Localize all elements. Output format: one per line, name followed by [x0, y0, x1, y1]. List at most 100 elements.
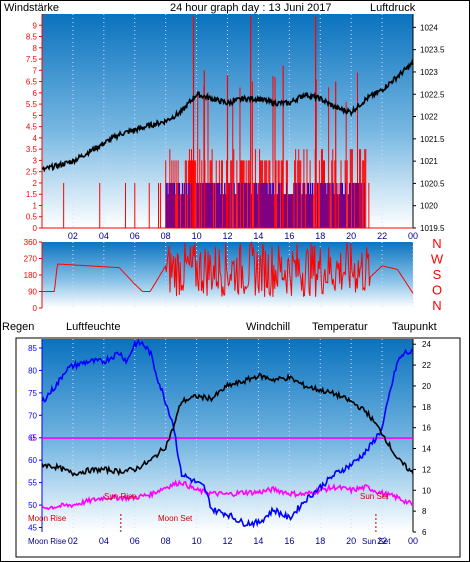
wind-y-tick-label: 5 [33, 111, 38, 120]
wind-x-tick-label: 06 [130, 231, 140, 241]
sun-set-annotation: Sun Set [360, 492, 389, 501]
wind-y-tick-label: 4 [33, 134, 38, 143]
temp-x-tick-label: 14 [253, 536, 263, 546]
pressure-y-tick-label: 1019.5 [420, 224, 445, 233]
wind-x-tick-label: 08 [161, 231, 171, 241]
temp-x-tick-label: 02 [68, 536, 78, 546]
temp-humidity-series [41, 338, 414, 529]
pressure-y-tick-label: 1022.5 [420, 90, 445, 99]
luftfeuchte-label: Luftfeuchte [66, 321, 120, 333]
temperature-y-tick-label: 8 [422, 507, 427, 516]
wind-y-tick-label: 8 [33, 44, 38, 53]
temp-x-tick-label: 10 [192, 536, 202, 546]
temp-x-tick-label: 22 [377, 536, 387, 546]
compass-label: N [432, 236, 441, 251]
temp-humidity-frame [15, 337, 461, 558]
direction-series [42, 240, 414, 298]
wind-x-tick-label: 22 [377, 231, 387, 241]
sun-rise-annotation: Sun Rise [104, 492, 137, 501]
luftdruck-label: Luftdruck [370, 2, 416, 14]
direction-y-tick-label: 90 [28, 288, 37, 297]
wind-x-ticks: 02 04 06 08 10 12 14 16 18 20 22 00 [68, 231, 418, 241]
wind-y-tick-label: 2.5 [26, 168, 38, 177]
temperature-line [41, 372, 414, 477]
moon-rise-axis-label: Moon Rise [28, 537, 67, 546]
humidity-y-tick-label: 70 [28, 411, 37, 420]
humidity-y-tick-label: 45 [28, 524, 37, 533]
temp-x-tick-label: 08 [161, 536, 171, 546]
wind-y-tick-label: 6 [33, 89, 38, 98]
wind-y-tick-label: 0 [33, 224, 38, 233]
temp-x-tick-label: 16 [284, 536, 294, 546]
wind-y-tick-label: 4.5 [26, 123, 38, 132]
sun-set-axis-label: Sun Set [362, 537, 391, 546]
humidity-y-tick-label: 80 [28, 366, 37, 375]
pressure-y-tick-label: 1023.5 [420, 46, 445, 55]
wind-y-tick-label: 3 [33, 156, 38, 165]
temperature-y-tick-label: 18 [422, 403, 431, 412]
wind-y-tick-label: 2 [33, 179, 38, 188]
humidity-y-tick-label: 50 [28, 501, 37, 510]
taupunkt-label: Taupunkt [392, 321, 437, 333]
regen-zero-label: 0 [30, 433, 35, 443]
temperature-y-tick-label: 16 [422, 424, 431, 433]
wind-x-tick-label: 00 [408, 231, 418, 241]
wind-x-tick-label: 16 [284, 231, 294, 241]
temperatur-label: Temperatur [312, 321, 368, 333]
temp-x-tick-label: 18 [315, 536, 325, 546]
temp-x-tick-label: 00 [408, 536, 418, 546]
temp-x-tick-label: 12 [222, 536, 232, 546]
temp-x-tick-label: 06 [130, 536, 140, 546]
humidity-y-tick-label: 85 [28, 344, 37, 353]
compass-label: N [432, 298, 441, 313]
temp-x-tick-label: 04 [99, 536, 109, 546]
pressure-y-tick-label: 1021 [420, 157, 438, 166]
temperature-y-tick-label: 20 [422, 382, 431, 391]
moon-rise-annotation: Moon Rise [28, 514, 67, 523]
temp-x-ticks: 02 04 06 08 10 12 14 16 18 20 22 00 [68, 536, 418, 546]
wind-y-tick-label: 7.5 [26, 55, 38, 64]
compass-label: W [431, 252, 444, 267]
temperature-y-tick-label: 24 [422, 340, 431, 349]
wind-y-tick-label: 5.5 [26, 100, 38, 109]
humidity-y-ticks: 45 50 55 60 65 70 75 80 85 [28, 344, 42, 533]
windstaerke-label: Windstärke [4, 2, 59, 14]
pressure-y-tick-label: 1020.5 [420, 179, 445, 188]
pressure-y-tick-label: 1024 [420, 23, 438, 32]
wind-x-tick-label: 10 [192, 231, 202, 241]
wind-y-tick-label: 1.5 [26, 190, 38, 199]
direction-y-tick-label: 0 [33, 304, 38, 313]
wind-x-tick-label: 12 [222, 231, 232, 241]
wind-x-tick-label: 14 [253, 231, 263, 241]
pressure-y-tick-label: 1021.5 [420, 135, 445, 144]
wind-pressure-panel: 0 0.5 1 1.5 2 2.5 3 3.5 4 4.5 5 5.5 6 6.5 7 7.5 8 8.5 9 10… [26, 14, 445, 241]
temp-humidity-grid: 0 [30, 339, 414, 532]
wind-x-tick-label: 20 [346, 231, 356, 241]
pressure-y-tick-label: 1020 [420, 202, 438, 211]
temperature-y-tick-label: 22 [422, 361, 431, 370]
page-title: 24 hour graph day : 13 Juni 2017 [170, 2, 331, 14]
temperature-y-tick-label: 12 [422, 465, 431, 474]
temperature-y-ticks: 6 8 10 12 14 16 18 20 22 24 [413, 340, 431, 537]
humidity-y-tick-label: 60 [28, 456, 37, 465]
pressure-series [41, 58, 414, 173]
wind-x-tick-label: 02 [68, 231, 78, 241]
astro-annotations: Moon Rise Sun Rise Moon Set Sun Set Moon Ris… [28, 492, 391, 546]
temperature-y-tick-label: 10 [422, 486, 431, 495]
direction-y-tick-label: 360 [24, 238, 38, 247]
temperature-y-tick-label: 14 [422, 445, 431, 454]
wind-y-tick-label: 1 [33, 201, 38, 210]
humidity-y-tick-label: 75 [28, 389, 37, 398]
pressure-y-tick-label: 1022 [420, 113, 438, 122]
temp-x-tick-label: 20 [346, 536, 356, 546]
compass-label: S [433, 267, 442, 282]
direction-y-ticks: 0 90 180 270 360 [24, 238, 42, 313]
moon-set-annotation: Moon Set [158, 514, 193, 523]
wind-x-tick-label: 18 [315, 231, 325, 241]
pressure-y-tick-label: 1023 [420, 68, 438, 77]
windchill-label: Windchill [246, 321, 290, 333]
direction-y-tick-label: 180 [24, 271, 38, 280]
direction-line [42, 240, 414, 298]
